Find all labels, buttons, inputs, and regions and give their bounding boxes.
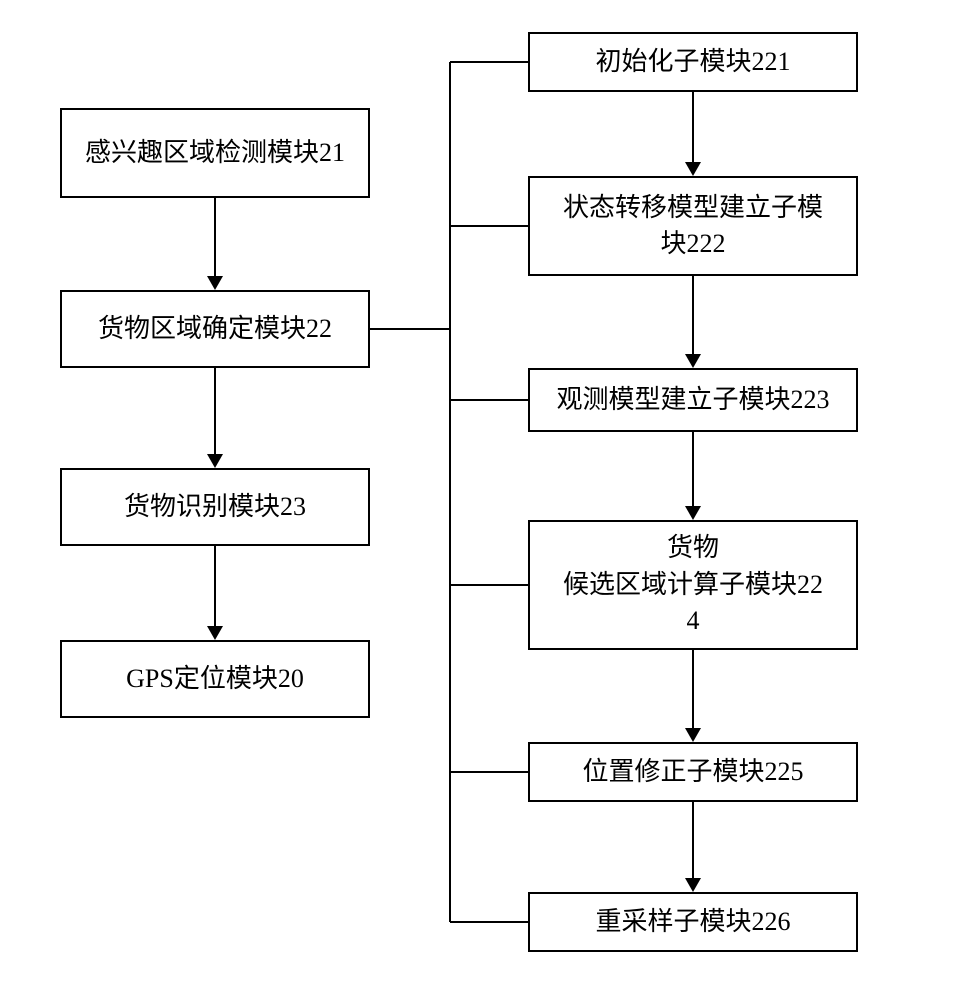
bracket-spine xyxy=(449,62,451,922)
bracket-branch-4 xyxy=(450,771,528,773)
left-arrow-line xyxy=(214,198,216,276)
right-arrow-head xyxy=(685,162,701,176)
bracket-source-h xyxy=(370,328,450,330)
right-node-n226: 重采样子模块226 xyxy=(528,892,858,952)
left-node-n20: GPS定位模块20 xyxy=(60,640,370,718)
right-arrow-head xyxy=(685,878,701,892)
node-label-n226: 重采样子模块226 xyxy=(595,904,790,940)
bracket-branch-5 xyxy=(450,921,528,923)
right-arrow-line xyxy=(692,650,694,728)
node-label-n225: 位置修正子模块225 xyxy=(582,754,803,790)
left-node-n21: 感兴趣区域检测模块21 xyxy=(60,108,370,198)
right-arrow-line xyxy=(692,276,694,354)
left-node-n22: 货物区域确定模块22 xyxy=(60,290,370,368)
node-label-n23: 货物识别模块23 xyxy=(124,489,306,525)
left-arrow-head xyxy=(207,276,223,290)
left-arrow-line xyxy=(214,368,216,454)
node-label-n21: 感兴趣区域检测模块21 xyxy=(85,135,345,171)
node-label-n222: 状态转移模型建立子模 块222 xyxy=(563,190,823,263)
left-node-n23: 货物识别模块23 xyxy=(60,468,370,546)
right-node-n221: 初始化子模块221 xyxy=(528,32,858,92)
bracket-branch-1 xyxy=(450,225,528,227)
node-label-n224: 货物 候选区域计算子模块22 4 xyxy=(563,530,823,639)
right-arrow-line xyxy=(692,432,694,506)
node-label-n22: 货物区域确定模块22 xyxy=(98,311,332,347)
right-arrow-head xyxy=(685,506,701,520)
node-label-n20: GPS定位模块20 xyxy=(126,661,304,697)
left-arrow-line xyxy=(214,546,216,626)
left-arrow-head xyxy=(207,626,223,640)
right-arrow-head xyxy=(685,354,701,368)
right-node-n224: 货物 候选区域计算子模块22 4 xyxy=(528,520,858,650)
bracket-branch-2 xyxy=(450,399,528,401)
bracket-branch-0 xyxy=(450,61,528,63)
left-arrow-head xyxy=(207,454,223,468)
right-arrow-line xyxy=(692,802,694,878)
bracket-branch-3 xyxy=(450,584,528,586)
node-label-n221: 初始化子模块221 xyxy=(595,44,790,80)
right-arrow-head xyxy=(685,728,701,742)
right-arrow-line xyxy=(692,92,694,162)
right-node-n223: 观测模型建立子模块223 xyxy=(528,368,858,432)
right-node-n222: 状态转移模型建立子模 块222 xyxy=(528,176,858,276)
right-node-n225: 位置修正子模块225 xyxy=(528,742,858,802)
node-label-n223: 观测模型建立子模块223 xyxy=(556,382,829,418)
